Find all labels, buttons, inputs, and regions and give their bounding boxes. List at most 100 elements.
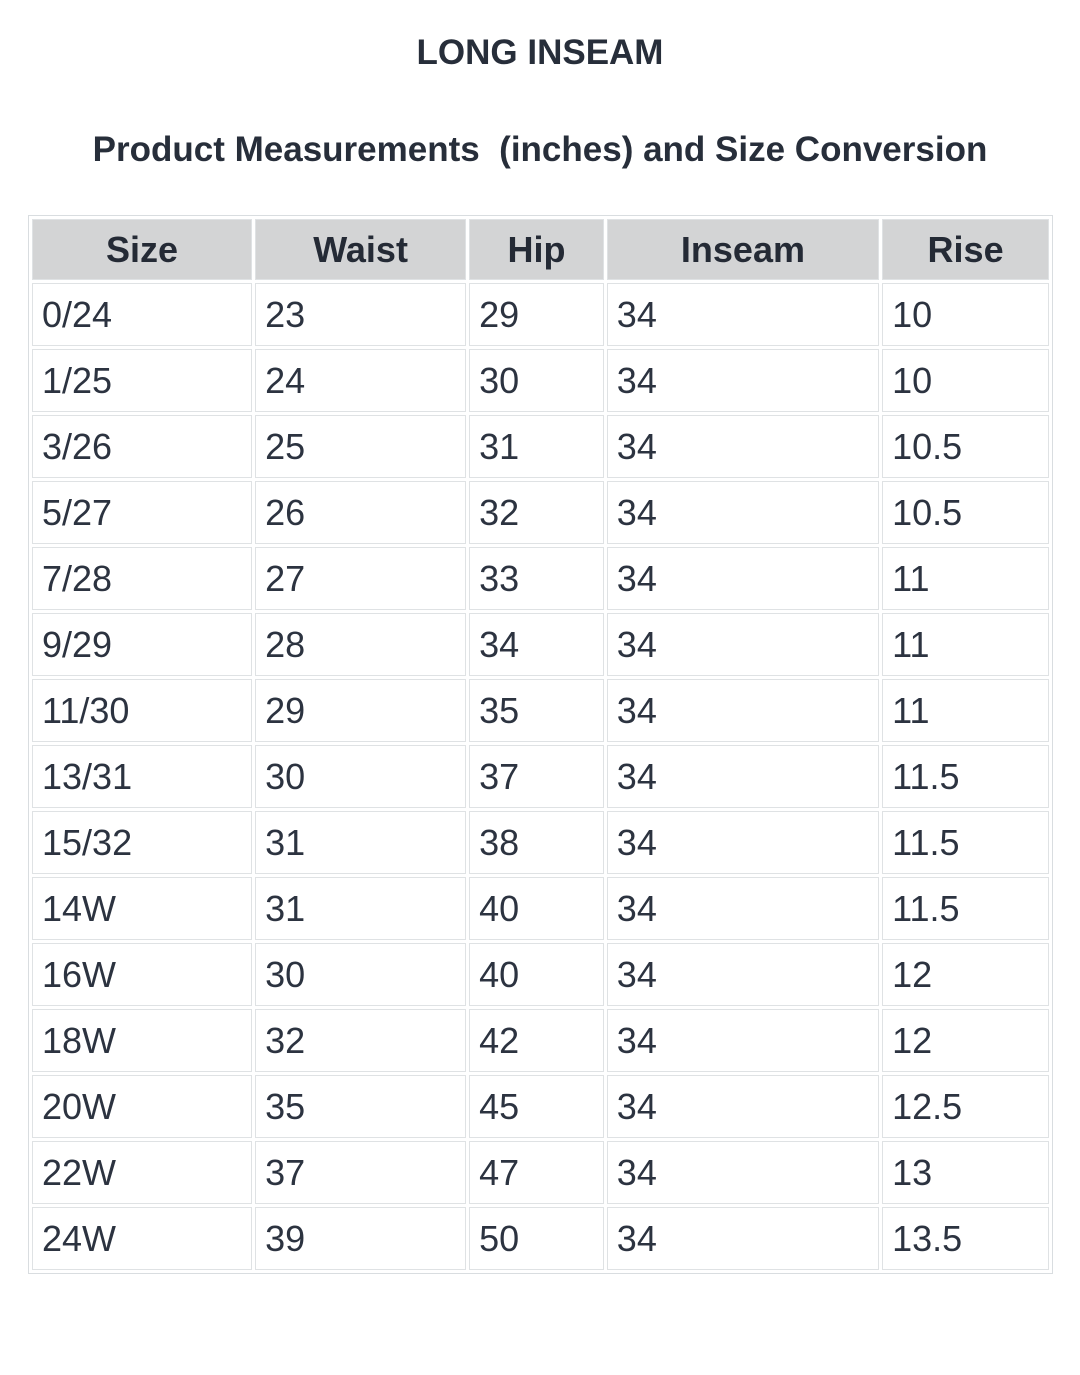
column-header-inseam: Inseam — [606, 219, 880, 280]
table-row: 14W 31 40 34 11.5 — [32, 877, 1049, 940]
table-cell: 31 — [469, 415, 604, 478]
page-title: LONG INSEAM — [416, 33, 664, 72]
table-row: 1/25 24 30 34 10 — [32, 349, 1049, 412]
table-cell: 13 — [882, 1141, 1049, 1204]
table-cell: 7/28 — [32, 547, 253, 610]
table-row: 20W 35 45 34 12.5 — [32, 1075, 1049, 1138]
table-cell: 50 — [469, 1207, 604, 1270]
table-cell: 29 — [255, 679, 467, 742]
table-cell: 34 — [606, 1009, 880, 1072]
page-subtitle: Product Measurements (inches) and Size C… — [92, 130, 988, 169]
table-row: 9/29 28 34 34 11 — [32, 613, 1049, 676]
table-cell: 35 — [469, 679, 604, 742]
table-cell: 31 — [255, 811, 467, 874]
column-header-size: Size — [32, 219, 253, 280]
table-row: 3/26 25 31 34 10.5 — [32, 415, 1049, 478]
table-cell: 14W — [32, 877, 253, 940]
table-cell: 13/31 — [32, 745, 253, 808]
table-row: 16W 30 40 34 12 — [32, 943, 1049, 1006]
table-cell: 13.5 — [882, 1207, 1049, 1270]
table-cell: 24 — [255, 349, 467, 412]
table-cell: 26 — [255, 481, 467, 544]
table-cell: 3/26 — [32, 415, 253, 478]
table-cell: 34 — [606, 415, 880, 478]
table-cell: 23 — [255, 283, 467, 346]
table-cell: 11 — [882, 679, 1049, 742]
table-cell: 42 — [469, 1009, 604, 1072]
table-cell: 32 — [469, 481, 604, 544]
table-cell: 33 — [469, 547, 604, 610]
table-row: 15/32 31 38 34 11.5 — [32, 811, 1049, 874]
table-row: 0/24 23 29 34 10 — [32, 283, 1049, 346]
table-cell: 34 — [606, 1075, 880, 1138]
size-table-body: 0/24 23 29 34 10 1/25 24 30 34 10 3/26 25 31 34 10.5 5/… — [32, 283, 1049, 1270]
column-header-waist: Waist — [255, 219, 467, 280]
table-cell: 0/24 — [32, 283, 253, 346]
table-cell: 34 — [606, 943, 880, 1006]
table-cell: 12 — [882, 943, 1049, 1006]
table-cell: 31 — [255, 877, 467, 940]
table-cell: 28 — [255, 613, 467, 676]
table-cell: 34 — [606, 613, 880, 676]
table-cell: 34 — [606, 283, 880, 346]
table-cell: 1/25 — [32, 349, 253, 412]
size-conversion-table: Size Waist Hip Inseam Rise 0/24 23 29 34 10 1/25 2… — [28, 215, 1053, 1274]
table-cell: 10.5 — [882, 481, 1049, 544]
table-cell: 37 — [469, 745, 604, 808]
table-cell: 20W — [32, 1075, 253, 1138]
table-cell: 29 — [469, 283, 604, 346]
table-cell: 11 — [882, 613, 1049, 676]
table-cell: 12.5 — [882, 1075, 1049, 1138]
table-cell: 40 — [469, 877, 604, 940]
table-cell: 34 — [606, 745, 880, 808]
table-cell: 34 — [606, 811, 880, 874]
table-row: 13/31 30 37 34 11.5 — [32, 745, 1049, 808]
table-cell: 34 — [606, 349, 880, 412]
table-cell: 12 — [882, 1009, 1049, 1072]
table-cell: 11.5 — [882, 745, 1049, 808]
table-cell: 24W — [32, 1207, 253, 1270]
table-cell: 30 — [469, 349, 604, 412]
table-cell: 11/30 — [32, 679, 253, 742]
table-cell: 45 — [469, 1075, 604, 1138]
table-cell: 5/27 — [32, 481, 253, 544]
table-cell: 38 — [469, 811, 604, 874]
table-cell: 30 — [255, 745, 467, 808]
table-cell: 9/29 — [32, 613, 253, 676]
table-cell: 34 — [606, 679, 880, 742]
table-cell: 32 — [255, 1009, 467, 1072]
table-cell: 25 — [255, 415, 467, 478]
table-cell: 47 — [469, 1141, 604, 1204]
table-cell: 16W — [32, 943, 253, 1006]
table-cell: 18W — [32, 1009, 253, 1072]
table-cell: 11 — [882, 547, 1049, 610]
table-cell: 10 — [882, 349, 1049, 412]
table-cell: 10 — [882, 283, 1049, 346]
table-cell: 27 — [255, 547, 467, 610]
table-cell: 39 — [255, 1207, 467, 1270]
table-row: 5/27 26 32 34 10.5 — [32, 481, 1049, 544]
table-row: 24W 39 50 34 13.5 — [32, 1207, 1049, 1270]
column-header-hip: Hip — [469, 219, 604, 280]
table-cell: 10.5 — [882, 415, 1049, 478]
table-cell: 34 — [469, 613, 604, 676]
table-cell: 35 — [255, 1075, 467, 1138]
table-cell: 11.5 — [882, 811, 1049, 874]
table-cell: 34 — [606, 481, 880, 544]
table-row: 7/28 27 33 34 11 — [32, 547, 1049, 610]
table-cell: 37 — [255, 1141, 467, 1204]
table-cell: 22W — [32, 1141, 253, 1204]
table-header-row: Size Waist Hip Inseam Rise — [32, 219, 1049, 280]
table-cell: 34 — [606, 547, 880, 610]
table-row: 18W 32 42 34 12 — [32, 1009, 1049, 1072]
table-cell: 40 — [469, 943, 604, 1006]
table-cell: 34 — [606, 1141, 880, 1204]
table-cell: 30 — [255, 943, 467, 1006]
table-cell: 34 — [606, 877, 880, 940]
table-cell: 15/32 — [32, 811, 253, 874]
column-header-rise: Rise — [882, 219, 1049, 280]
table-row: 11/30 29 35 34 11 — [32, 679, 1049, 742]
table-row: 22W 37 47 34 13 — [32, 1141, 1049, 1204]
table-cell: 11.5 — [882, 877, 1049, 940]
table-cell: 34 — [606, 1207, 880, 1270]
